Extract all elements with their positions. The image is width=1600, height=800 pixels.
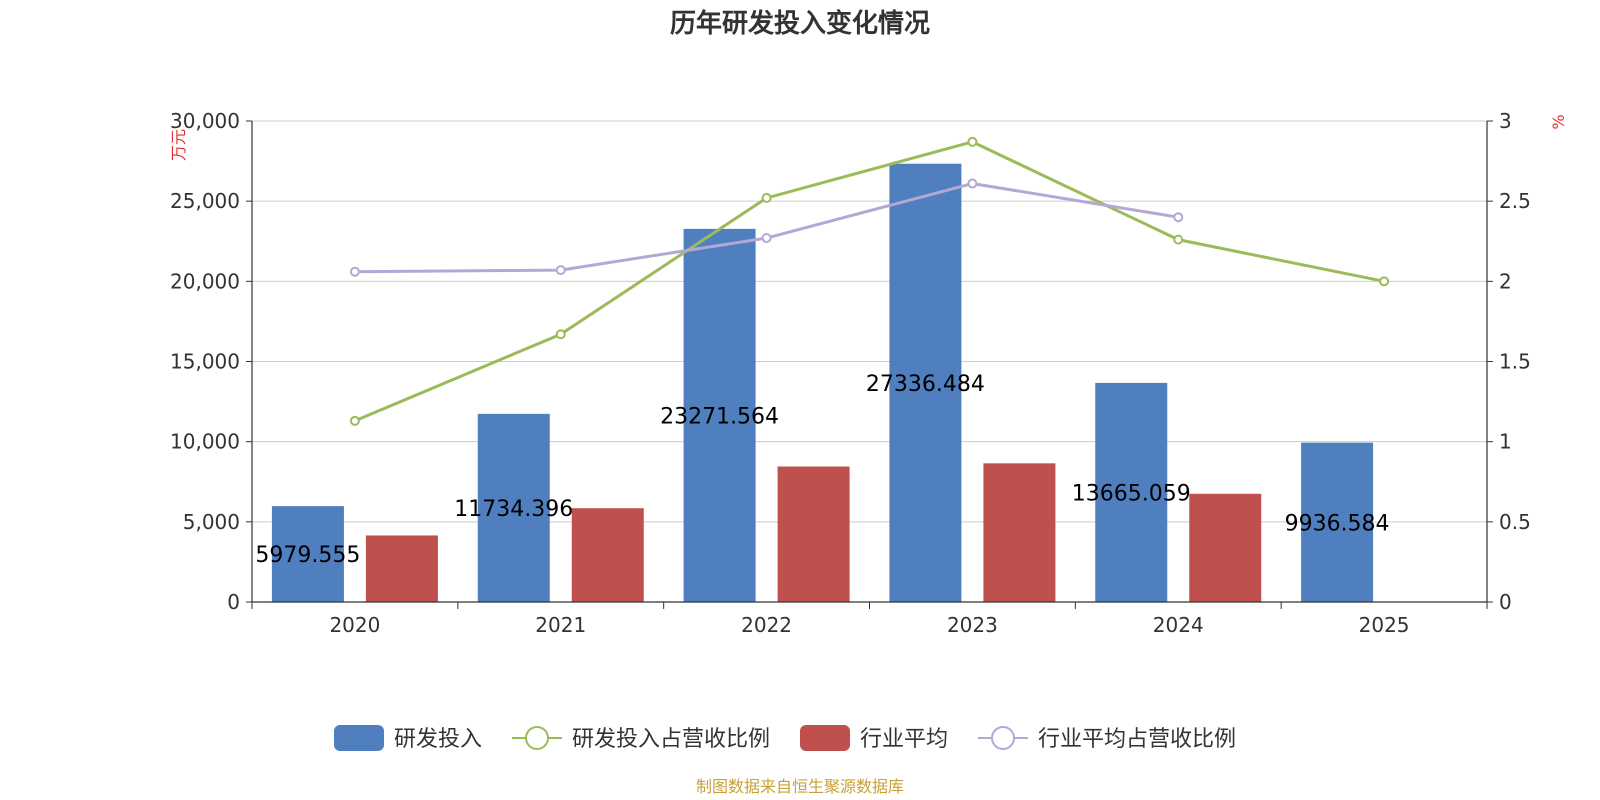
line-point (1173, 212, 1184, 223)
bar-industry-2024 (1189, 493, 1262, 602)
legend-item: 研发投入 (334, 725, 482, 752)
legend-item: 行业平均占营收比例 (978, 726, 1236, 752)
legend-label: 行业平均占营收比例 (1038, 727, 1236, 752)
right-tick-label: 2 (1499, 269, 1512, 293)
line-series-0 (354, 140, 1385, 423)
left-tick-label: 5,000 (183, 510, 240, 534)
legend-label: 研发投入 (394, 727, 482, 752)
line-point (349, 266, 360, 277)
bar-rd-2025 (1301, 442, 1374, 602)
legend-label: 行业平均 (860, 727, 948, 752)
line-point (555, 329, 566, 340)
left-tick-label: 0 (227, 590, 240, 614)
legend-item: 行业平均 (800, 725, 948, 752)
right-tick-label: 1 (1499, 430, 1512, 454)
bar-data-label: 27336.484 (866, 372, 985, 397)
bar-data-label: 11734.396 (454, 497, 573, 522)
bar-data-label: 5979.555 (255, 543, 360, 568)
x-tick-label: 2020 (329, 613, 380, 637)
right-tick-label: 0 (1499, 590, 1512, 614)
right-tick-label: 2.5 (1499, 189, 1531, 213)
axes: 0 5,000 10,000 15,000 20,000 25,000 30,000 0 0.5… (170, 109, 1531, 637)
bar-industry-2020 (365, 535, 438, 602)
bar-data-label: 9936.584 (1285, 511, 1390, 536)
x-tick-label: 2024 (1153, 613, 1204, 637)
line-point (1379, 276, 1390, 287)
left-tick-label: 10,000 (170, 430, 240, 454)
line-point (967, 178, 978, 189)
bar-data-label: 23271.564 (660, 404, 779, 429)
bar-rd-2021 (477, 413, 550, 602)
legend-swatch-marker (525, 726, 549, 750)
bars (271, 163, 1374, 603)
right-tick-label: 3 (1499, 109, 1512, 133)
line-point (1173, 234, 1184, 245)
bar-industry-2022 (777, 466, 850, 602)
right-axis-unit: % (1549, 114, 1568, 129)
bar-rd-2020 (271, 506, 344, 602)
legend-swatch-marker (991, 726, 1015, 750)
line-point (761, 233, 772, 244)
left-axis-unit: 万元 (169, 129, 188, 161)
legend-item: 研发投入占营收比例 (512, 726, 770, 752)
bar-rd-2023 (889, 163, 962, 603)
bar-rd-2024 (1095, 382, 1168, 602)
left-tick-label: 25,000 (170, 189, 240, 213)
line-point (349, 415, 360, 426)
data-labels: 5979.555 11734.396 23271.564 27336.484 13665… (255, 372, 1389, 568)
bar-industry-2021 (571, 508, 644, 602)
left-tick-label: 20,000 (170, 269, 240, 293)
chart-title: 历年研发投入变化情况 (670, 8, 930, 39)
data-source: 制图数据来自恒生聚源数据库 (696, 777, 904, 796)
legend: 研发投入 研发投入占营收比例 行业平均 行业平均占营收比例 (334, 725, 1236, 752)
left-tick-label: 15,000 (170, 350, 240, 374)
series-lines (349, 136, 1390, 426)
line-point (555, 265, 566, 276)
bar-industry-2023 (983, 463, 1056, 602)
line-point (967, 136, 978, 147)
left-tick-label: 30,000 (170, 109, 240, 133)
legend-swatch (800, 725, 850, 751)
right-tick-label: 0.5 (1499, 510, 1531, 534)
grid-lines (252, 120, 1487, 523)
x-tick-label: 2022 (741, 613, 792, 637)
bar-data-label: 13665.059 (1072, 481, 1191, 506)
right-tick-label: 1.5 (1499, 350, 1531, 374)
x-tick-label: 2025 (1359, 613, 1410, 637)
legend-swatch (334, 725, 384, 751)
x-tick-label: 2021 (535, 613, 586, 637)
bar-rd-2022 (683, 228, 756, 602)
line-point (761, 192, 772, 203)
legend-label: 研发投入占营收比例 (572, 727, 770, 752)
x-tick-label: 2023 (947, 613, 998, 637)
